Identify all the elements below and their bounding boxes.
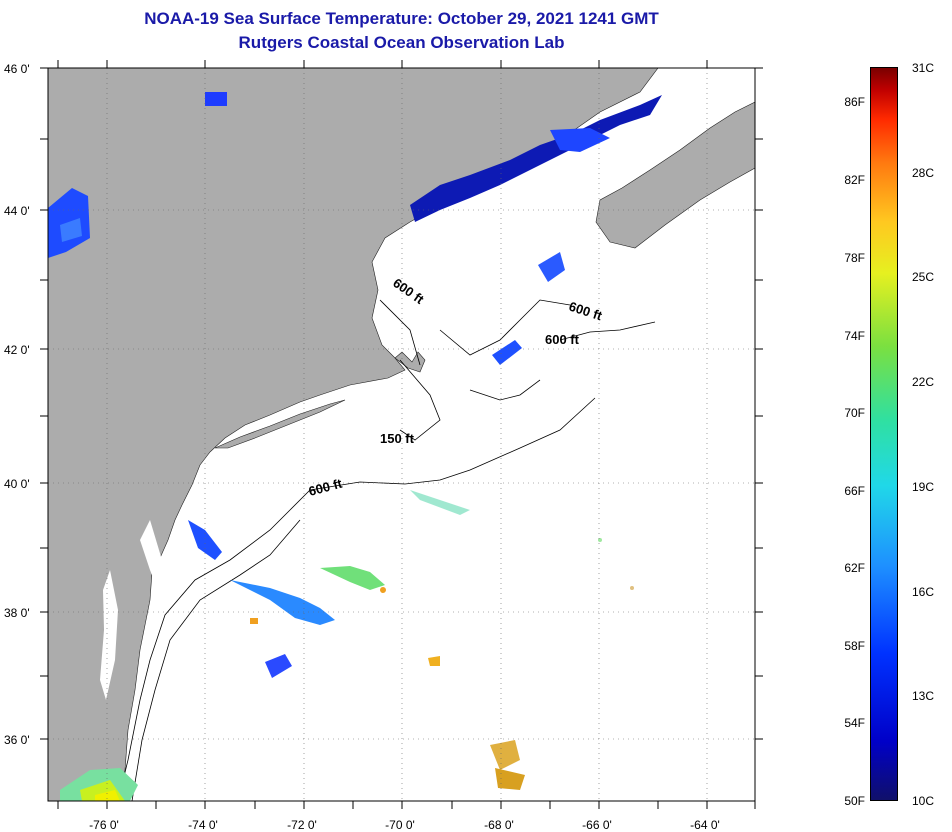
lat-label: 42 0' (4, 343, 30, 357)
colorbar-c-label: 28C (912, 166, 935, 180)
lat-label: 36 0' (4, 733, 30, 747)
lat-lon-grid (48, 68, 755, 801)
colorbar-f-label: 70F (844, 406, 865, 420)
lon-label: -70 0' (385, 818, 415, 832)
chesapeake-bay (100, 570, 118, 700)
lon-label: -66 0' (582, 818, 612, 832)
land-long-island (214, 399, 346, 449)
colorbar-c-label: 31C (912, 61, 935, 75)
sst-pixels (48, 92, 662, 801)
colorbar-c-label: 19C (912, 480, 935, 494)
colorbar-c-label: 25C (912, 270, 935, 284)
lat-label: 38 0' (4, 606, 30, 620)
lon-label: -74 0' (188, 818, 218, 832)
contour-label: 600 ft (545, 332, 580, 347)
colorbar-f-label: 50F (844, 794, 865, 808)
colorbar-c-label: 22C (912, 375, 935, 389)
lon-label: -68 0' (484, 818, 514, 832)
land-nova-scotia (595, 101, 755, 249)
colorbar-f-label: 66F (844, 484, 865, 498)
colorbar-c-label: 16C (912, 585, 935, 599)
colorbar-f-label: 78F (844, 251, 865, 265)
lat-label: 44 0' (4, 204, 30, 218)
delaware-bay (140, 520, 162, 590)
colorbar-c-label: 10C (912, 794, 935, 808)
colorbar-f-label: 54F (844, 716, 865, 730)
colorbar-c-label: 13C (912, 689, 935, 703)
map-subtitle: Rutgers Coastal Ocean Observation Lab (238, 33, 565, 52)
lat-label: 46 0' (4, 62, 30, 76)
lon-label: -72 0' (287, 818, 317, 832)
lat-label: 40 0' (4, 477, 30, 491)
depth-contours (117, 299, 656, 801)
colorbar-f-label: 58F (844, 639, 865, 653)
contour-label: 150 ft (380, 431, 415, 446)
temperature-colorbar (870, 67, 898, 801)
colorbar-f-label: 74F (844, 329, 865, 343)
colorbar-f-label: 62F (844, 561, 865, 575)
axis-ticks (40, 60, 763, 809)
map-title: NOAA-19 Sea Surface Temperature: October… (144, 9, 659, 28)
colorbar-f-label: 82F (844, 173, 865, 187)
lon-label: -64 0' (690, 818, 720, 832)
lon-label: -76 0' (89, 818, 119, 832)
colorbar-f-label: 86F (844, 95, 865, 109)
